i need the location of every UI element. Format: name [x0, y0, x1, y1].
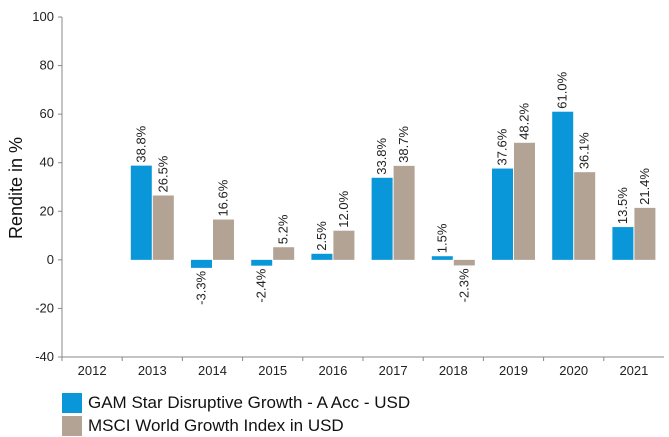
x-tick-label: 2017	[379, 363, 408, 378]
bar-value-label: -3.3%	[194, 270, 209, 304]
bar-value-label: 21.4%	[637, 168, 652, 205]
bar-value-label: 33.8%	[374, 137, 389, 174]
bar	[333, 230, 355, 260]
bars	[130, 111, 656, 268]
bar-value-label: 48.2%	[517, 102, 532, 139]
bar-value-label: 5.2%	[276, 214, 291, 244]
bar	[311, 253, 333, 260]
bar-value-label: 1.5%	[434, 223, 449, 253]
bar	[273, 247, 295, 260]
x-axis-ticks: 2012 2013 2014 2015 2016 2017 2018 2019 2020 2021	[61, 357, 648, 378]
legend-item-index: MSCI World Growth Index in USD	[62, 414, 410, 437]
y-tick-label: 60	[40, 106, 54, 121]
x-tick-label: 2016	[318, 363, 347, 378]
legend-label-index: MSCI World Growth Index in USD	[88, 415, 344, 435]
bar-value-label: 38.8%	[133, 125, 148, 162]
bar	[431, 256, 453, 260]
y-tick-label: 100	[32, 9, 54, 24]
y-tick-label: -40	[35, 349, 54, 364]
bar-value-label: 16.6%	[216, 179, 231, 216]
data-labels: 38.8% -3.3% -2.4% 2.5% 33.8% 1.5% 37.6% 61.0% 13…	[133, 71, 652, 304]
legend-item-fund: GAM Star Disruptive Growth - A Acc - USD	[62, 391, 410, 414]
legend-label-fund: GAM Star Disruptive Growth - A Acc - USD	[88, 392, 411, 412]
bar	[453, 259, 475, 266]
bar	[213, 219, 234, 260]
bar	[634, 207, 656, 260]
bar-value-label: -2.3%	[456, 268, 471, 302]
bar	[612, 227, 634, 260]
bar	[514, 142, 535, 260]
y-axis-ticks: -40 -20 0 20 40 60 80 100	[32, 9, 62, 364]
y-tick-label: 0	[47, 252, 54, 267]
bar	[251, 259, 273, 266]
bar	[552, 111, 574, 260]
x-tick-label: 2015	[258, 363, 287, 378]
x-tick-label: 2012	[78, 363, 107, 378]
y-tick-label: -20	[35, 300, 54, 315]
x-tick-label: 2019	[499, 363, 528, 378]
x-tick-label: 2020	[559, 363, 588, 378]
y-tick-label: 40	[40, 155, 54, 170]
bar-value-label: 12.0%	[336, 190, 351, 227]
bar	[492, 168, 513, 260]
bar-value-label: 2.5%	[314, 221, 329, 251]
y-tick-label: 80	[40, 58, 54, 73]
bar	[393, 165, 415, 260]
bar-value-label: -2.4%	[254, 268, 269, 302]
legend-swatch-fund	[62, 392, 82, 413]
y-tick-label: 20	[40, 203, 54, 218]
bar-value-label: 13.5%	[615, 187, 630, 224]
x-tick-label: 2018	[439, 363, 468, 378]
bar-value-label: 37.6%	[495, 128, 510, 165]
x-tick-label: 2021	[619, 363, 648, 378]
bar	[130, 165, 152, 260]
bar-value-label: 26.5%	[155, 155, 170, 192]
x-tick-label: 2013	[138, 363, 167, 378]
axes	[61, 17, 664, 358]
bar-value-label: 61.0%	[555, 71, 570, 108]
legend-swatch-index	[62, 415, 82, 436]
bar	[574, 172, 596, 260]
y-axis-title: Rendite in %	[6, 137, 26, 239]
bar-value-label: 38.7%	[396, 126, 411, 163]
bar	[371, 177, 393, 260]
legend: GAM Star Disruptive Growth - A Acc - USD…	[62, 391, 410, 437]
bar-value-label: 36.1%	[577, 132, 592, 169]
x-tick-label: 2014	[198, 363, 227, 378]
bar	[152, 195, 174, 260]
bar	[191, 259, 212, 268]
